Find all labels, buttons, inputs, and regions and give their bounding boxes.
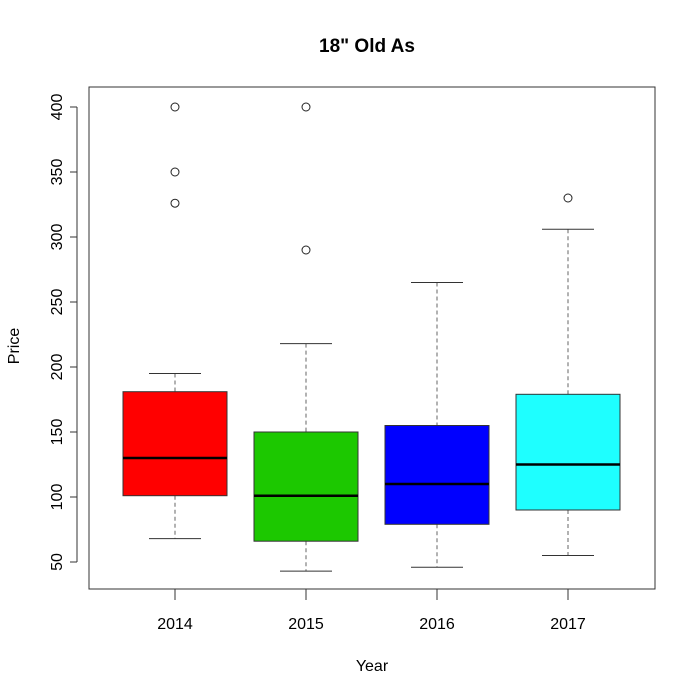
box-2015 xyxy=(253,102,359,572)
x-axis: 2014 2015 2016 2017 xyxy=(157,588,586,633)
x-tick-label: 2015 xyxy=(288,616,324,633)
y-tick-label: 300 xyxy=(49,224,66,251)
outlier-point xyxy=(170,167,180,177)
box-2014 xyxy=(122,102,228,540)
boxes-group xyxy=(122,102,621,572)
y-tick-label: 250 xyxy=(49,289,66,316)
y-tick-label: 200 xyxy=(49,354,66,381)
iqr-box xyxy=(253,431,359,542)
x-tick-label: 2014 xyxy=(157,616,193,633)
outlier-point xyxy=(301,245,311,255)
outlier-point xyxy=(301,102,311,112)
plot-frame xyxy=(88,86,656,590)
box-2016 xyxy=(384,282,490,568)
iqr-box xyxy=(384,425,490,525)
chart-title: 18" Old As xyxy=(319,36,415,57)
x-tick-label: 2016 xyxy=(419,616,455,633)
outlier-point xyxy=(170,198,180,208)
y-tick-label: 350 xyxy=(49,159,66,186)
iqr-box xyxy=(515,393,621,511)
y-tick-label: 400 xyxy=(49,94,66,121)
y-tick-label: 50 xyxy=(49,553,66,571)
y-axis-label: Price xyxy=(6,328,23,365)
x-tick-label: 2017 xyxy=(550,616,586,633)
iqr-box xyxy=(122,391,228,497)
x-axis-label: Year xyxy=(356,658,389,675)
outlier-point xyxy=(170,102,180,112)
outlier-point xyxy=(563,193,573,203)
y-axis: 50 100 150 200 250 300 350 400 xyxy=(49,94,78,571)
y-tick-label: 100 xyxy=(49,484,66,511)
box-2017 xyxy=(515,193,621,556)
y-tick-label: 150 xyxy=(49,419,66,446)
